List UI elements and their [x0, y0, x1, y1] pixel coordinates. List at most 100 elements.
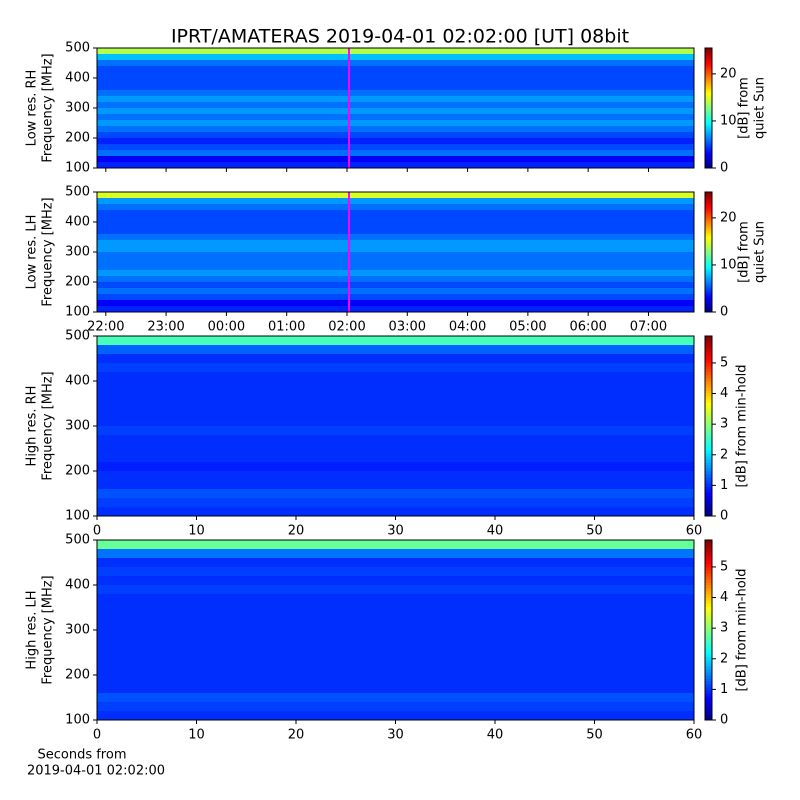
heatmap-band [97, 60, 694, 66]
colorbar-segment [705, 369, 712, 373]
heatmap-band [97, 144, 694, 150]
colorbar-segment [705, 501, 712, 505]
y-tick-label: 100 [65, 713, 90, 728]
colorbar-segment [705, 294, 712, 297]
colorbar-segment [705, 609, 712, 613]
colorbar-segment [705, 92, 712, 95]
colorbar-segment [705, 216, 712, 219]
heatmap-band [97, 558, 694, 567]
heatmap-band [97, 657, 694, 666]
colorbar-segment [705, 196, 712, 199]
colorbar-segment [705, 468, 712, 472]
colorbar-segment [705, 136, 712, 139]
colorbar-label: quiet Sun [753, 221, 768, 283]
heatmap-band [97, 252, 694, 258]
colorbar-segment [705, 339, 712, 343]
colorbar-segment [705, 612, 712, 616]
heatmap-band [97, 162, 694, 168]
x-tick-label: 50 [586, 524, 603, 539]
colorbar-segment [705, 138, 712, 141]
colorbar-segment [705, 681, 712, 685]
colorbar-segment [705, 274, 712, 277]
heatmap-band [97, 210, 694, 216]
colorbar-segment [705, 206, 712, 209]
colorbar-segment [705, 68, 712, 71]
colorbar-segment [705, 552, 712, 556]
colorbar-segment [705, 363, 712, 367]
colorbar-segment [705, 357, 712, 361]
colorbar-segment [705, 594, 712, 598]
colorbar-segment [705, 708, 712, 712]
colorbar-segment [705, 429, 712, 433]
colorbar-segment [705, 582, 712, 586]
colorbar-segment [705, 224, 712, 227]
y-tick-label: 100 [65, 509, 90, 524]
x-tick-label: 40 [487, 728, 504, 743]
heatmap-band [97, 576, 694, 585]
colorbar-segment [705, 633, 712, 637]
colorbar-segment [705, 717, 712, 721]
x-tick-label: 20 [288, 728, 305, 743]
x-tick-label: 02:00 [328, 320, 365, 335]
colorbar-segment [705, 114, 712, 117]
colorbar-segment [705, 336, 712, 340]
x-tick-label: 0 [93, 728, 101, 743]
colorbar-segment [705, 70, 712, 73]
colorbar-tick-label: 10 [720, 113, 737, 128]
colorbar-segment [705, 88, 712, 91]
colorbar-label: quiet Sun [753, 77, 768, 139]
heatmap-band [97, 156, 694, 162]
colorbar-tick-label: 0 [720, 305, 728, 320]
colorbar-segment [705, 462, 712, 466]
colorbar-segment [705, 56, 712, 59]
colorbar-segment [705, 282, 712, 285]
colorbar-segment [705, 270, 712, 273]
heatmap-band [97, 426, 694, 435]
heatmap-band [97, 108, 694, 114]
heatmap-band [97, 462, 694, 471]
colorbar-segment [705, 693, 712, 697]
heatmap-band [97, 603, 694, 612]
colorbar-segment [705, 354, 712, 358]
colorbar-segment [705, 96, 712, 99]
colorbar-segment [705, 549, 712, 553]
colorbar-segment [705, 426, 712, 430]
heatmap-band [97, 702, 694, 711]
colorbar-segment [705, 262, 712, 265]
x-tick-label: 20 [288, 524, 305, 539]
colorbar-segment [705, 142, 712, 145]
x-tick-label: 06:00 [569, 320, 606, 335]
colorbar-segment [705, 561, 712, 565]
y-tick-label: 500 [65, 41, 90, 56]
colorbar-tick-label: 0 [720, 509, 728, 524]
y-tick-label: 200 [65, 668, 90, 683]
colorbar-segment [705, 50, 712, 53]
colorbar-segment [705, 212, 712, 215]
colorbar-segment [705, 86, 712, 89]
colorbar-segment [705, 266, 712, 269]
colorbar-segment [705, 64, 712, 67]
heatmap-band [97, 498, 694, 507]
colorbar-segment [705, 202, 712, 205]
heatmap-band [97, 711, 694, 720]
heatmap-band [97, 453, 694, 462]
colorbar-segment [705, 615, 712, 619]
colorbar-segment [705, 120, 712, 123]
colorbar-segment [705, 510, 712, 514]
heatmap-band [97, 288, 694, 294]
heatmap-band [97, 222, 694, 228]
colorbar-segment [705, 600, 712, 604]
colorbar-segment [705, 555, 712, 559]
x-tick-label: 10 [188, 728, 205, 743]
heatmap-band [97, 54, 694, 60]
heatmap-band [97, 540, 694, 549]
colorbar-segment [705, 198, 712, 201]
heatmap-band [97, 693, 694, 702]
colorbar-segment [705, 258, 712, 261]
colorbar-segment [705, 675, 712, 679]
colorbar-segment [705, 194, 712, 197]
colorbar-segment [705, 651, 712, 655]
y-tick-label: 300 [65, 419, 90, 434]
colorbar-segment [705, 292, 712, 295]
colorbar-segment [705, 585, 712, 589]
